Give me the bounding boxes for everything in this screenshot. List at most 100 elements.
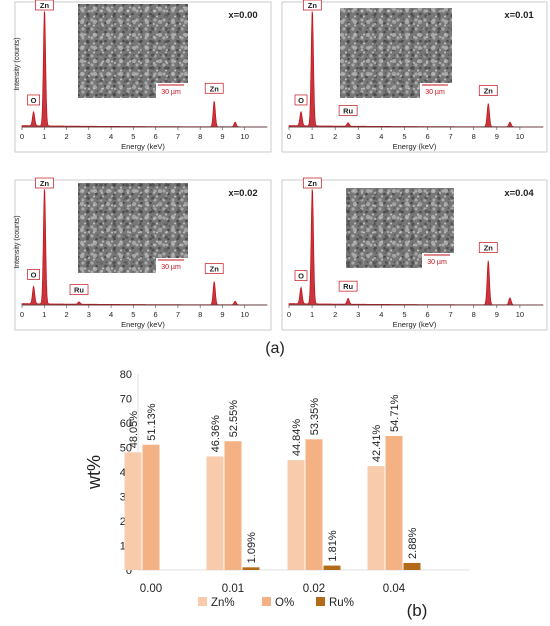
edx-peak-label: O <box>294 270 308 281</box>
edx-peak-label: Ru <box>338 105 358 116</box>
bar-zn <box>206 456 224 570</box>
edx-peak-label: Zn <box>35 177 54 189</box>
edx-x-tick-label: 1 <box>310 310 314 319</box>
bar-zn <box>124 452 142 570</box>
edx-peak-label-text: Zn <box>210 84 220 93</box>
edx-panel-0: 0 1 2 3 4 5 6 7 8 9 10 Energy (keV) Intensity (count… <box>14 0 272 153</box>
edx-peak-label: Zn <box>204 82 224 94</box>
bar-o <box>305 439 323 570</box>
edx-peak-label-text: Zn <box>40 179 50 188</box>
edx-x-tick-label: 3 <box>356 310 360 319</box>
bar-legend-entry: O% <box>262 597 294 609</box>
edx-peak-label-text: Zn <box>40 1 50 10</box>
edx-peak-label-text: Zn <box>308 1 318 10</box>
edx-peak-label-text: O <box>298 272 304 281</box>
edx-x-tick-label: 4 <box>109 132 113 141</box>
edx-peak-label: Zn <box>478 85 498 96</box>
bar-y-tick-label: 0 <box>126 565 132 577</box>
bar-legend-label: Ru% <box>329 597 354 609</box>
edx-x-tick-label: 5 <box>131 132 135 141</box>
edx-peak-label-box <box>27 94 40 106</box>
sem-micrograph: 30 µm <box>78 4 188 98</box>
edx-x-tick-label: 9 <box>220 310 224 319</box>
bar-legend-swatch <box>198 597 207 606</box>
bar-legend-swatch <box>316 597 325 606</box>
edx-x-axis-label: Energy (keV) <box>121 142 165 151</box>
edx-peak-label: Zn <box>204 263 224 274</box>
edx-peak-label-box <box>35 0 54 11</box>
edx-peak-label-box <box>35 177 54 189</box>
edx-peak-label: O <box>27 269 40 280</box>
edx-composition-label: x=0.00 <box>228 10 257 21</box>
edx-x-tick-label: 8 <box>472 132 476 141</box>
bar-data-label: 42.41% <box>371 425 383 463</box>
edx-x-tick-label: 9 <box>495 132 499 141</box>
edx-x-tick-label: 8 <box>198 132 202 141</box>
edx-peak-label: Ru <box>69 284 89 296</box>
edx-panel-1: 0 1 2 3 4 5 6 7 8 9 10 Energy (keV) x=0.01 O Zn Ru Zn 30 … <box>281 0 548 153</box>
edx-peak-label: Zn <box>302 0 322 11</box>
bar-chart-panel: 01020304050607080wt%0.0048.05%51.13%0.01… <box>84 369 470 609</box>
edx-composition-label: x=0.02 <box>228 188 257 199</box>
edx-x-tick-label: 6 <box>425 310 429 319</box>
edx-peak-label-text: Zn <box>308 179 318 188</box>
edx-x-tick-label: 0 <box>20 310 24 319</box>
edx-peak-label-box <box>478 85 498 96</box>
edx-x-tick-label: 10 <box>516 310 524 319</box>
edx-x-tick-label: 5 <box>131 310 135 319</box>
bar-data-label: 44.84% <box>291 419 303 457</box>
edx-peak-label-text: Ru <box>74 286 84 295</box>
panel-b-label: (b) <box>407 601 428 620</box>
edx-peak-label-text: Ru <box>343 106 353 115</box>
sem-scale-backdrop <box>420 83 452 98</box>
edx-x-axis-label: Energy (keV) <box>393 142 437 151</box>
edx-x-tick-label: 0 <box>287 132 291 141</box>
bar-data-label: 46.36% <box>210 415 222 453</box>
edx-peak-label-text: Ru <box>343 282 353 291</box>
edx-x-tick-label: 5 <box>402 132 406 141</box>
edx-x-tick-label: 2 <box>333 132 337 141</box>
bar-ru <box>242 567 260 570</box>
edx-peak-label-box <box>302 0 322 11</box>
edx-x-tick-label: 10 <box>241 132 249 141</box>
bar-y-tick-label: 70 <box>120 394 132 406</box>
edx-peak-label-text: Zn <box>484 244 494 253</box>
sem-micrograph: 30 µm <box>340 8 452 98</box>
edx-x-tick-label: 6 <box>425 132 429 141</box>
bar-data-label: 48.05% <box>128 411 140 449</box>
edx-peak-label-text: O <box>31 270 37 279</box>
bar-y-axis-label: wt% <box>84 455 104 490</box>
edx-peak-label-box <box>294 270 308 281</box>
edx-peak-label: O <box>27 94 40 106</box>
edx-y-axis-label: Intensity (counts) <box>14 215 21 268</box>
edx-x-tick-label: 4 <box>109 310 113 319</box>
edx-peak-label-box <box>338 280 358 292</box>
edx-panel-3: 0 1 2 3 4 5 6 7 8 9 10 Energy (keV) x=0.04 O Zn Ru Zn 30 … <box>281 177 548 331</box>
edx-x-tick-label: 10 <box>516 132 524 141</box>
edx-x-tick-label: 2 <box>64 310 68 319</box>
bar-ru <box>403 562 421 570</box>
bar-o <box>224 441 242 570</box>
edx-composition-label: x=0.04 <box>504 188 534 199</box>
bar-data-label: 51.13% <box>146 403 158 441</box>
edx-peak-label: O <box>294 94 308 106</box>
bar-o <box>385 435 403 570</box>
edx-x-tick-label: 6 <box>154 310 158 319</box>
edx-peak-label-box <box>294 94 308 106</box>
edx-x-tick-label: 0 <box>287 310 291 319</box>
edx-x-tick-label: 9 <box>220 132 224 141</box>
edx-x-tick-label: 7 <box>176 132 180 141</box>
edx-peak-label: Zn <box>35 0 54 11</box>
bar-data-label: 1.81% <box>327 530 339 561</box>
bar-category-label: 0.00 <box>140 583 162 595</box>
edx-peak-label-box <box>338 105 358 116</box>
edx-x-tick-label: 3 <box>356 132 360 141</box>
edx-x-tick-label: 10 <box>241 310 249 319</box>
edx-peak-label-box <box>302 177 322 189</box>
bar-legend-entry: Ru% <box>316 597 354 609</box>
bar-zn <box>367 466 385 570</box>
sem-scale-backdrop <box>422 253 454 268</box>
edx-peak-label-text: O <box>298 96 304 105</box>
edx-peak-label-text: O <box>31 96 37 105</box>
